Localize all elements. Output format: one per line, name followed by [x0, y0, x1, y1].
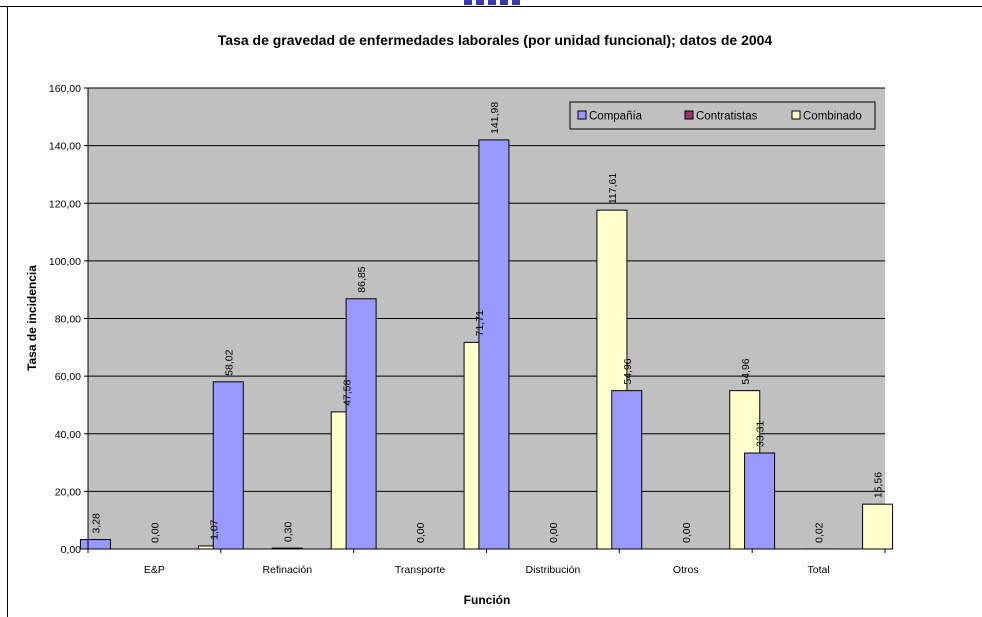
data-label: 0,00: [681, 522, 693, 543]
page-left-border: [7, 6, 8, 617]
data-label: 54,96: [622, 358, 634, 384]
y-tick-label: 40,00: [55, 429, 81, 441]
data-label: 86,85: [356, 266, 368, 292]
x-tick-label: Total: [807, 564, 829, 576]
page-top-border: [0, 6, 982, 7]
y-tick-label: 80,00: [55, 314, 81, 326]
x-tick-label: Transporte: [395, 564, 446, 576]
legend-entry: Combinado: [803, 111, 862, 123]
bar: [611, 390, 643, 550]
data-label: 15,56: [873, 472, 885, 498]
x-tick-label: Otros: [673, 564, 699, 576]
legend-box: [569, 101, 876, 130]
data-label: 58,02: [223, 349, 235, 375]
legend-entry: Contratistas: [696, 111, 758, 123]
legend-swatch: [684, 110, 694, 120]
bars: [79, 139, 894, 550]
chart-title: Tasa de gravedad de enfermedades laboral…: [218, 32, 773, 48]
data-label: 71,71: [474, 310, 486, 336]
axes: [84, 87, 886, 553]
legend-swatch: [791, 110, 801, 120]
data-labels: 3,28 0,00 1,07 58,02 0,30 47,58 86,85 0,00 71,71…: [90, 102, 884, 543]
y-tick-label: 0,00: [61, 544, 82, 556]
data-label: 3,28: [90, 513, 102, 534]
bar: [79, 539, 111, 550]
legend-swatch: [577, 110, 587, 120]
bar: [478, 139, 510, 550]
y-tick-label: 20,00: [55, 486, 81, 498]
data-label: 141,98: [489, 102, 501, 134]
legend-entry: Compañía: [589, 111, 643, 123]
bar: [862, 503, 894, 550]
y-tick-labels: 0,00 20,00 40,00 60,00 80,00 100,00 120,00 140,…: [49, 83, 81, 556]
data-label: 33,31: [755, 421, 767, 447]
y-tick-label: 140,00: [49, 141, 81, 153]
x-axis-title: Función: [464, 593, 511, 607]
data-label: 0,00: [415, 522, 427, 543]
data-label: 54,96: [740, 358, 752, 384]
x-tick-label: Refinación: [262, 564, 312, 576]
y-axis-title: Tasa de incidencia: [25, 265, 39, 371]
bar: [744, 452, 776, 550]
data-label: 47,58: [341, 379, 353, 405]
x-tick-label: Distribución: [525, 564, 580, 576]
data-label: 0,30: [282, 522, 294, 543]
y-tick-label: 160,00: [49, 83, 81, 95]
bar: [345, 298, 377, 550]
data-label: 117,61: [607, 173, 619, 204]
y-tick-label: 100,00: [49, 256, 81, 268]
x-tick-label: E&P: [144, 564, 165, 576]
data-label: 0,00: [548, 522, 560, 543]
y-tick-label: 120,00: [49, 198, 81, 210]
data-label: 1,07: [208, 519, 220, 540]
bar: [212, 381, 244, 550]
cut-off-heading-fragment: [460, 0, 530, 5]
x-tick-labels: E&P Refinación Transporte Distribución Otros…: [144, 564, 830, 576]
data-label: 0,02: [814, 522, 826, 543]
y-tick-label: 60,00: [55, 371, 81, 383]
data-label: 0,00: [149, 522, 161, 543]
legend: Compañía Contratistas Combinado: [569, 101, 876, 130]
